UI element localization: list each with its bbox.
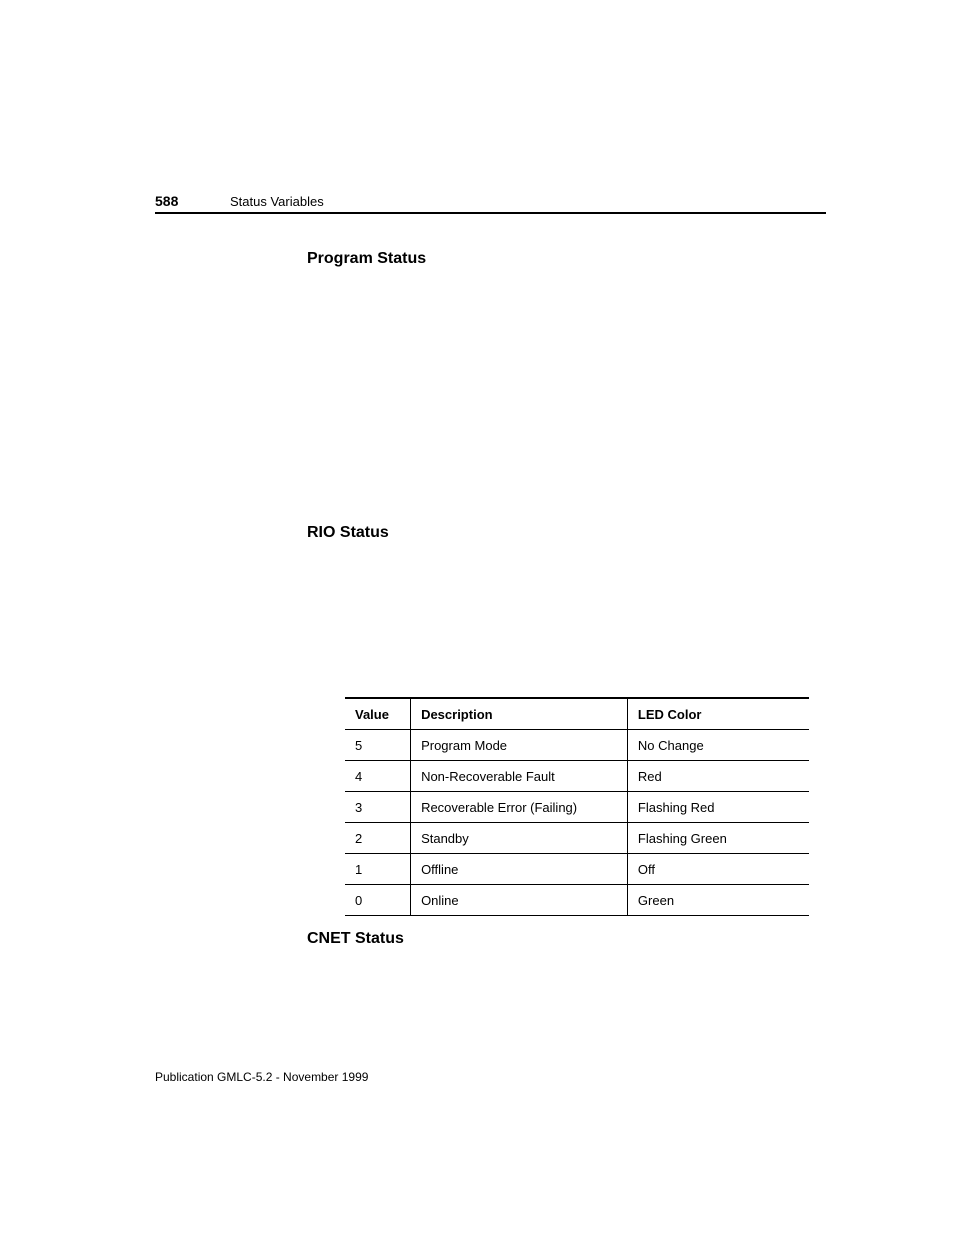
status-table-container: Value Description LED Color 5 Program Mo…: [345, 697, 826, 916]
chapter-title: Status Variables: [230, 194, 324, 209]
cell-description: Program Mode: [411, 730, 628, 761]
cell-value: 5: [345, 730, 411, 761]
section-cnet-status: CNET Status: [307, 930, 826, 948]
cell-description: Non-Recoverable Fault: [411, 761, 628, 792]
cell-description: Offline: [411, 854, 628, 885]
cell-value: 4: [345, 761, 411, 792]
section-program-status: Program Status: [307, 250, 826, 268]
table-row: 1 Offline Off: [345, 854, 809, 885]
page-number: 588: [155, 193, 230, 209]
cell-led-color: Off: [627, 854, 809, 885]
page-content: 588 Status Variables Program Status RIO …: [155, 193, 826, 948]
table-row: 0 Online Green: [345, 885, 809, 916]
col-value: Value: [345, 698, 411, 730]
status-table: Value Description LED Color 5 Program Mo…: [345, 697, 809, 916]
cell-description: Recoverable Error (Failing): [411, 792, 628, 823]
table-row: 2 Standby Flashing Green: [345, 823, 809, 854]
cell-description: Standby: [411, 823, 628, 854]
cell-led-color: Red: [627, 761, 809, 792]
table-row: 3 Recoverable Error (Failing) Flashing R…: [345, 792, 809, 823]
table-header-row: Value Description LED Color: [345, 698, 809, 730]
cell-value: 1: [345, 854, 411, 885]
content-body: Program Status RIO Status Value Descript…: [307, 250, 826, 948]
table-row: 5 Program Mode No Change: [345, 730, 809, 761]
cell-value: 3: [345, 792, 411, 823]
cell-led-color: Green: [627, 885, 809, 916]
page-header: 588 Status Variables: [155, 193, 826, 214]
cell-description: Online: [411, 885, 628, 916]
page-footer: Publication GMLC-5.2 - November 1999: [155, 1070, 368, 1084]
col-led-color: LED Color: [627, 698, 809, 730]
section-rio-status: RIO Status: [307, 524, 826, 542]
cell-led-color: No Change: [627, 730, 809, 761]
cell-led-color: Flashing Red: [627, 792, 809, 823]
cell-value: 0: [345, 885, 411, 916]
cell-led-color: Flashing Green: [627, 823, 809, 854]
table-row: 4 Non-Recoverable Fault Red: [345, 761, 809, 792]
col-description: Description: [411, 698, 628, 730]
cell-value: 2: [345, 823, 411, 854]
